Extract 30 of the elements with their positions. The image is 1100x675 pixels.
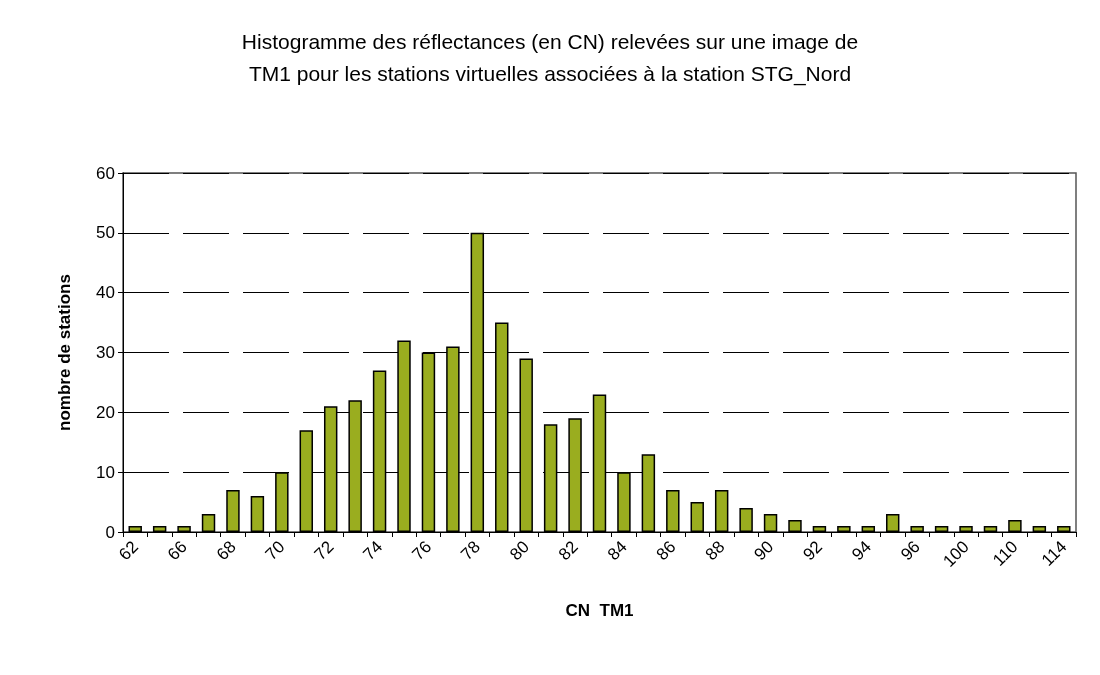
y-tick-label: 30 — [96, 343, 115, 362]
y-tick-label: 60 — [96, 163, 115, 183]
y-axis-title: nombre de stations — [55, 274, 74, 431]
y-tick-label: 0 — [105, 522, 115, 542]
x-tick-label: 110 — [989, 537, 1022, 570]
x-tick-label: 76 — [408, 537, 436, 565]
y-tick-label: 10 — [96, 462, 115, 482]
x-axis-title: CN TM1 — [565, 601, 634, 620]
x-tick-label: 88 — [701, 537, 729, 565]
x-tick-label: 84 — [603, 537, 631, 565]
x-tick-label: 90 — [750, 537, 778, 565]
chart-title: Histogramme des réflectances (en CN) relevées sur une image de TM1 pour les stations virtuelles associées à la station STG_Nord — [241, 29, 859, 86]
x-tick-label: 78 — [457, 537, 485, 565]
x-tick-label: 72 — [310, 537, 338, 565]
y-tick-label: 40 — [96, 283, 115, 303]
y-tick-label: 20 — [96, 402, 115, 422]
x-tick-label: 114 — [1037, 537, 1071, 570]
x-tick-label: 82 — [554, 537, 582, 565]
x-tick-label: 80 — [506, 537, 533, 565]
x-tick-label: 100 — [939, 537, 973, 571]
x-tick-label: 62 — [115, 537, 142, 565]
x-tick-label: 94 — [848, 537, 876, 565]
x-tick-label: 70 — [261, 537, 289, 565]
x-tick-label: 66 — [164, 537, 191, 565]
y-tick-label: 50 — [96, 223, 115, 243]
x-tick-label: 68 — [212, 537, 240, 565]
x-tick-label: 92 — [799, 537, 827, 565]
x-tick-label: 74 — [359, 537, 387, 565]
x-tick-label: 86 — [652, 537, 680, 565]
x-tick-label: 96 — [897, 537, 924, 565]
